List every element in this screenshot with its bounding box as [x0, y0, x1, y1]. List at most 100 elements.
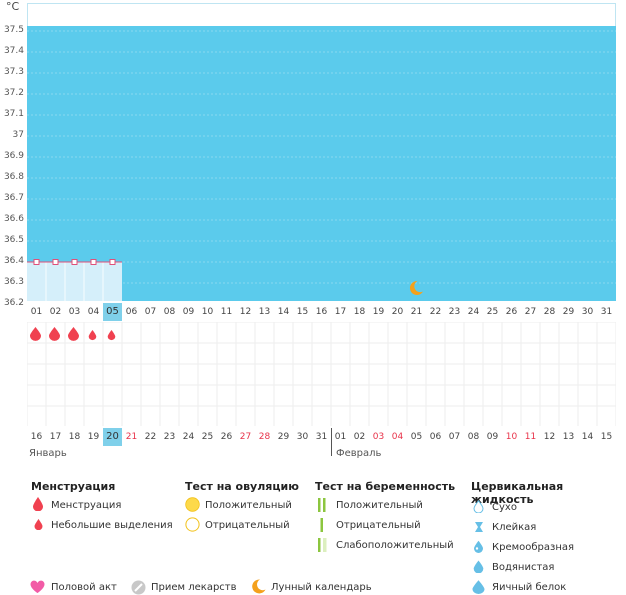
calendar-date-label[interactable]: 15	[600, 432, 613, 442]
calendar-date-label[interactable]: 03	[372, 432, 385, 442]
calendar-date-label[interactable]: 17	[49, 432, 62, 442]
calendar-date-label[interactable]: 13	[562, 432, 575, 442]
legend-pregnancy-positive: Положительный	[336, 500, 423, 511]
pregnancy-negative-icon	[320, 518, 323, 532]
ovulation-negative-icon	[185, 517, 200, 532]
legend-intercourse: Половой акт	[51, 582, 117, 593]
cycle-day-label[interactable]: 03	[68, 307, 81, 317]
y-tick-label: 36.2	[3, 298, 24, 308]
cycle-day-label[interactable]: 02	[49, 307, 62, 317]
y-tick-label: 36.7	[3, 193, 24, 203]
calendar-date-label[interactable]: 21	[125, 432, 138, 442]
cycle-day-label[interactable]: 12	[239, 307, 252, 317]
legend-ovulation-positive: Положительный	[205, 500, 292, 511]
y-tick-label: 37.1	[3, 109, 24, 119]
calendar-date-label[interactable]: 07	[448, 432, 461, 442]
calendar-date-label[interactable]: 18	[68, 432, 81, 442]
cycle-day-label[interactable]: 05	[103, 303, 122, 321]
cycle-day-label[interactable]: 17	[334, 307, 347, 317]
legend-title-ovulation: Тест на овуляцию	[185, 480, 299, 493]
cycle-day-label[interactable]: 11	[220, 307, 233, 317]
cycle-day-label[interactable]: 31	[600, 307, 613, 317]
calendar-date-label[interactable]: 10	[505, 432, 518, 442]
y-tick-label: 37	[12, 130, 24, 140]
moon-icon	[252, 579, 266, 594]
legend-ovulation-negative: Отрицательный	[205, 520, 290, 531]
calendar-date-label[interactable]: 27	[239, 432, 252, 442]
calendar-date-label[interactable]: 28	[258, 432, 271, 442]
cycle-day-label[interactable]: 09	[182, 307, 195, 317]
cycle-day-label[interactable]: 16	[315, 307, 328, 317]
moon-icon	[409, 280, 423, 295]
calendar-date-label[interactable]: 26	[220, 432, 233, 442]
calendar-date-label[interactable]: 19	[87, 432, 100, 442]
pregnancy-weak-positive-icon	[318, 538, 327, 552]
legend-cervical-creamy: Кремообразная	[492, 542, 575, 553]
temperature-area	[27, 262, 122, 301]
y-tick-label: 36.3	[3, 277, 24, 287]
cycle-day-label[interactable]: 06	[125, 307, 138, 317]
calendar-date-label[interactable]: 11	[524, 432, 537, 442]
legend-cervical-sticky: Клейкая	[492, 522, 537, 533]
y-tick-label: 37.5	[3, 25, 24, 35]
calendar-date-label[interactable]: 29	[277, 432, 290, 442]
calendar-date-label[interactable]: 16	[30, 432, 43, 442]
calendar-date-label[interactable]: 05	[410, 432, 423, 442]
cycle-day-label[interactable]: 21	[410, 307, 423, 317]
calendar-date-label[interactable]: 06	[429, 432, 442, 442]
cycle-day-label[interactable]: 18	[353, 307, 366, 317]
calendar-date-label[interactable]: 31	[315, 432, 328, 442]
temperature-point	[71, 259, 78, 265]
calendar-date-label[interactable]: 09	[486, 432, 499, 442]
pregnancy-positive-icon	[318, 498, 326, 512]
y-tick-label: 37.3	[3, 67, 24, 77]
cycle-day-label[interactable]: 27	[524, 307, 537, 317]
temperature-point	[90, 259, 97, 265]
menstruation-drop-icon	[30, 327, 41, 341]
cycle-day-label[interactable]: 04	[87, 307, 100, 317]
legend-lunar-calendar: Лунный календарь	[271, 582, 372, 593]
cycle-day-label[interactable]: 29	[562, 307, 575, 317]
calendar-date-label[interactable]: 08	[467, 432, 480, 442]
calendar-date-label[interactable]: 22	[144, 432, 157, 442]
cycle-day-label[interactable]: 13	[258, 307, 271, 317]
calendar-date-label[interactable]: 25	[201, 432, 214, 442]
cycle-day-label[interactable]: 24	[467, 307, 480, 317]
cycle-day-label[interactable]: 07	[144, 307, 157, 317]
temperature-chart	[27, 30, 616, 301]
legend-light-discharge: Небольшие выделения	[51, 520, 173, 531]
calendar-date-label[interactable]: 30	[296, 432, 309, 442]
temperature-point	[33, 259, 40, 265]
cycle-day-label[interactable]: 08	[163, 307, 176, 317]
symptom-grid[interactable]	[27, 322, 616, 426]
cycle-day-label[interactable]: 19	[372, 307, 385, 317]
chart-plot-area[interactable]	[27, 26, 616, 301]
cycle-day-label[interactable]: 26	[505, 307, 518, 317]
calendar-date-label[interactable]: 23	[163, 432, 176, 442]
calendar-date-label[interactable]: 12	[543, 432, 556, 442]
cycle-day-label[interactable]: 25	[486, 307, 499, 317]
cycle-day-label[interactable]: 14	[277, 307, 290, 317]
cycle-day-label[interactable]: 01	[30, 307, 43, 317]
y-tick-label: 36.9	[3, 151, 24, 161]
legend-pregnancy-weak: Слабоположительный	[336, 540, 454, 551]
temperature-point	[52, 259, 59, 265]
cycle-day-label[interactable]: 22	[429, 307, 442, 317]
calendar-date-label[interactable]: 14	[581, 432, 594, 442]
month-label-february: Февраль	[336, 448, 382, 459]
legend-title-pregnancy: Тест на беременность	[315, 480, 456, 493]
calendar-date-label[interactable]: 02	[353, 432, 366, 442]
cycle-day-label[interactable]: 20	[391, 307, 404, 317]
menstruation-drop-icon	[33, 497, 43, 511]
cycle-day-label[interactable]: 10	[201, 307, 214, 317]
calendar-date-label[interactable]: 01	[334, 432, 347, 442]
cycle-day-label[interactable]: 30	[581, 307, 594, 317]
cycle-day-label[interactable]: 23	[448, 307, 461, 317]
legend-cervical-dry: Сухо	[492, 502, 517, 513]
calendar-date-label[interactable]: 20	[103, 428, 122, 446]
cycle-day-label[interactable]: 28	[543, 307, 556, 317]
calendar-date-label[interactable]: 24	[182, 432, 195, 442]
y-tick-label: 36.6	[3, 214, 24, 224]
cycle-day-label[interactable]: 15	[296, 307, 309, 317]
calendar-date-label[interactable]: 04	[391, 432, 404, 442]
